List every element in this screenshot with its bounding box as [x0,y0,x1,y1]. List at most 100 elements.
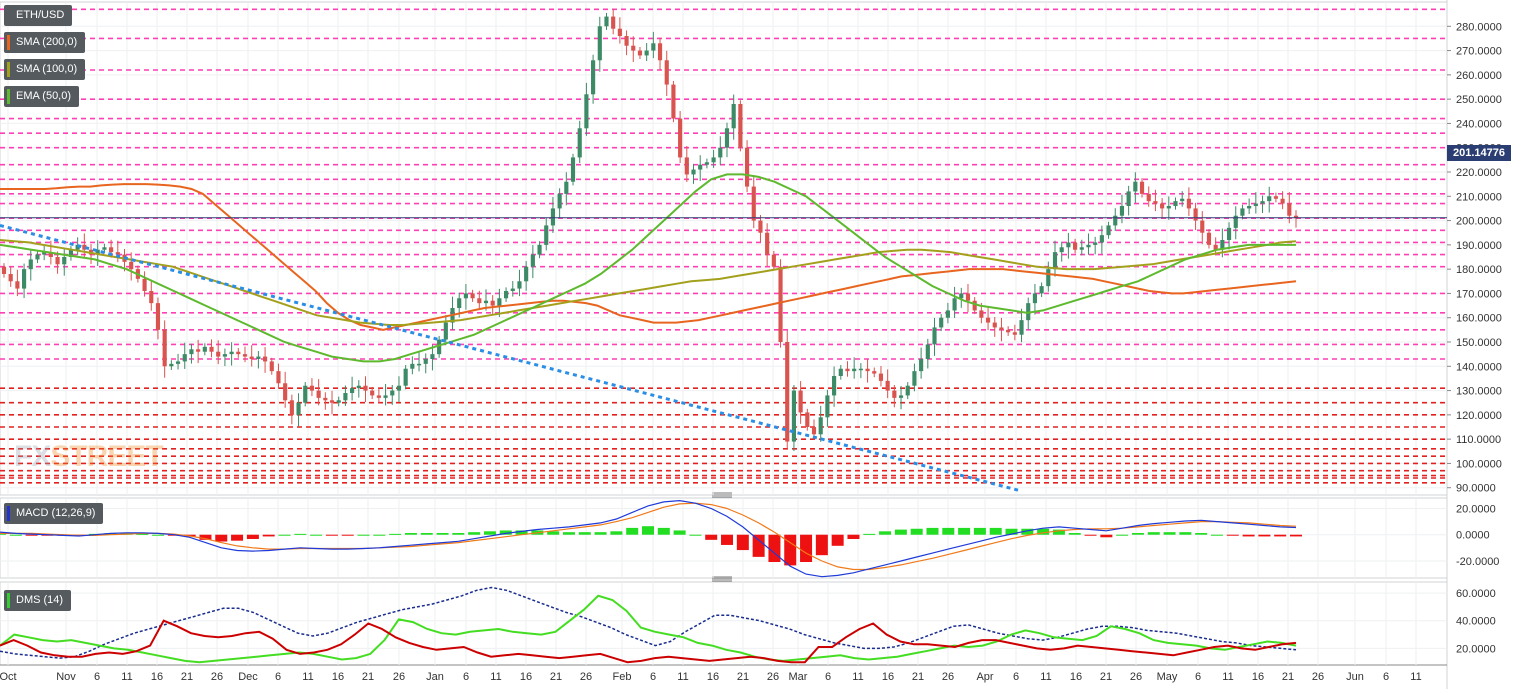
candle-body [1073,242,1078,250]
macd-y-tick-label: 0.0000 [1456,530,1490,542]
legend-ema50[interactable]: EMA (50,0) [4,86,80,107]
candle-body [1180,198,1185,202]
macd-histogram-bar [578,532,591,535]
macd-histogram-bar [468,532,481,535]
macd-histogram-bar [278,534,291,536]
macd-line [0,499,1297,578]
macd-histogram-bar [1147,532,1160,535]
candle-body [115,252,120,255]
x-tick-label: 11 [490,671,501,683]
macd-histogram-bar [1100,534,1113,538]
legend-sma100[interactable]: SMA (100,0) [4,59,86,80]
legend-swatch [7,506,10,521]
candle-body [718,147,723,158]
candle-body [430,354,435,359]
x-tick-label: Jun [1346,671,1364,683]
macd-histogram-bar [1037,528,1050,535]
last-price-tag: 201.14776 [1447,145,1511,161]
candle-body [825,395,830,418]
candle-body [1160,203,1165,209]
x-tick-label: 11 [1222,671,1233,683]
x-tick-label: 16 [1252,671,1264,683]
candle-body [744,147,750,187]
candle-body [818,417,823,435]
candle-body [657,43,663,61]
macd-histogram-bar [373,534,386,536]
candle-body [28,259,33,270]
price-y-tick-label: 130.0000 [1456,386,1502,398]
candle-body [537,244,542,255]
candle-body [263,356,268,362]
candle-body [972,300,977,311]
legend-swatch [7,35,10,50]
candle-body [289,400,294,415]
candle-body [597,26,602,61]
legend-swatch [7,593,10,608]
candle-body [95,249,100,255]
candle-body [1052,252,1058,270]
candle-body [370,390,375,396]
candle-body [1106,225,1111,236]
candle-body [283,383,288,401]
price-y-tick-label: 240.0000 [1456,118,1502,130]
candle-body [309,385,315,391]
candle-body [169,363,174,367]
candle-body [1099,235,1104,243]
legend-swatch [7,62,10,77]
candle-body [1139,181,1145,194]
legend-ethusd[interactable]: ETH/USD [4,5,73,26]
candle-body [885,380,890,391]
candle-body [48,252,53,257]
candle-body [1267,196,1272,202]
price-y-tick-label: 100.0000 [1456,458,1502,470]
candle-body [256,356,261,359]
macd-histogram-bar [689,534,702,536]
legend-dms[interactable]: DMS (14) [4,590,72,611]
candle-body [1066,242,1071,248]
candle-body [550,208,556,226]
candle-body [503,291,509,299]
candle-body [965,293,971,301]
candle-body [1006,329,1011,333]
price-y-tick-label: 110.0000 [1456,434,1501,446]
legend-sma200[interactable]: SMA (200,0) [4,32,86,53]
macd-histogram-bar [1242,534,1255,537]
price-y-tick-label: 150.0000 [1456,337,1502,349]
ema50-line [0,173,1296,363]
candle-body [296,402,301,415]
x-tick-label: Apr [976,671,993,683]
candle-body [1293,215,1299,219]
legend-macd[interactable]: MACD (12,26,9) [4,503,104,524]
macd-histogram-bar [404,533,417,535]
x-tick-label: 26 [1312,671,1324,683]
dms-y-tick-label: 40.0000 [1456,616,1496,628]
candle-body [1032,293,1037,304]
candle-body [865,368,870,372]
candle-body [1206,232,1212,245]
macd-histogram-bar [594,532,607,535]
candle-body [738,104,743,148]
candle-body [832,376,837,396]
price-y-tick-label: 140.0000 [1456,361,1502,373]
candle-body [664,60,669,85]
candle-body [276,371,281,384]
legend-text: EMA (50,0) [16,90,72,102]
candle-body [811,427,817,435]
candle-body [22,269,27,289]
macd-histogram-bar [1068,533,1081,535]
legend-swatch [7,89,10,104]
x-tick-label: 21 [1100,671,1112,683]
x-tick-label: 21 [737,671,749,683]
macd-histogram-bar [357,534,370,536]
x-tick-label: Oct [0,671,17,683]
candle-body [912,371,917,386]
candle-body [1,266,7,274]
candle-body [1253,203,1258,206]
dms-y-tick-label: 60.0000 [1456,588,1496,600]
macd-histogram-bar [989,527,1002,535]
candle-body [1186,198,1191,209]
price-y-tick-label: 270.0000 [1456,46,1502,58]
macd-histogram-bar [610,531,623,535]
